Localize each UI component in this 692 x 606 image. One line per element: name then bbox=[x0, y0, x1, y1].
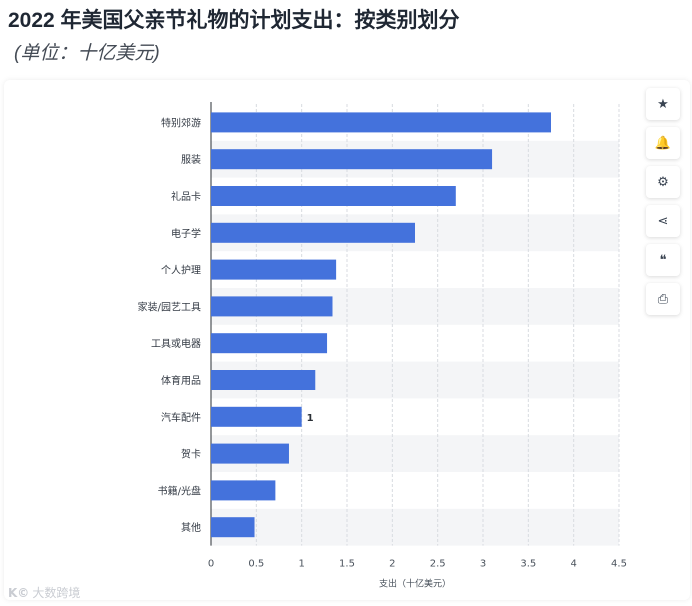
watermark-logo: K© bbox=[8, 586, 30, 600]
x-tick-label: 4.5 bbox=[611, 559, 627, 570]
data-label: 1 bbox=[307, 413, 314, 424]
bar bbox=[211, 333, 328, 354]
watermark: K© 大数跨境 bbox=[8, 584, 80, 601]
bar bbox=[211, 296, 333, 317]
bell-icon: 🔔 bbox=[654, 135, 672, 151]
page-title: 2022 年美国父亲节礼物的计划支出：按类别划分 bbox=[8, 9, 460, 32]
bar bbox=[211, 370, 316, 390]
category-label: 汽车配件 bbox=[161, 411, 201, 424]
bar bbox=[211, 517, 255, 538]
quote-button[interactable]: ❝ bbox=[646, 244, 680, 276]
bar bbox=[211, 149, 493, 170]
x-tick-label: 2 bbox=[389, 559, 395, 570]
category-label: 书籍/光盘 bbox=[158, 484, 201, 497]
x-tick-label: 4 bbox=[570, 559, 576, 570]
category-label: 贺卡 bbox=[181, 448, 201, 461]
share-button[interactable]: ⋖ bbox=[646, 205, 680, 237]
bar bbox=[211, 222, 415, 243]
row-stripe bbox=[211, 508, 619, 546]
star-button[interactable]: ★ bbox=[646, 88, 680, 120]
bar bbox=[211, 186, 456, 206]
share-icon: ⋖ bbox=[657, 213, 669, 229]
chart-toolbar: ★ 🔔 ⚙ ⋖ ❝ ⎙ bbox=[646, 88, 682, 322]
gear-button[interactable]: ⚙ bbox=[646, 166, 680, 198]
category-label: 电子学 bbox=[171, 227, 201, 240]
x-tick-label: 3 bbox=[480, 559, 486, 570]
category-label: 礼品卡 bbox=[171, 190, 201, 203]
category-label: 特别郊游 bbox=[161, 116, 201, 129]
category-label: 其他 bbox=[181, 521, 201, 534]
watermark-text: 大数跨境 bbox=[32, 586, 81, 600]
quote-icon: ❝ bbox=[659, 252, 667, 268]
star-icon: ★ bbox=[657, 96, 669, 112]
category-label: 体育用品 bbox=[161, 374, 201, 387]
x-tick-label: 3.5 bbox=[520, 559, 536, 570]
bar bbox=[211, 406, 302, 427]
x-tick-label: 2.5 bbox=[430, 559, 446, 570]
x-tick-label: 1.5 bbox=[339, 559, 355, 570]
bar bbox=[211, 112, 551, 133]
category-label: 个人护理 bbox=[161, 264, 201, 277]
print-button[interactable]: ⎙ bbox=[646, 283, 680, 315]
x-tick-label: 0.5 bbox=[248, 559, 264, 570]
bar bbox=[211, 480, 276, 501]
bar bbox=[211, 443, 289, 464]
x-tick-label: 1 bbox=[298, 559, 304, 570]
gear-icon: ⚙ bbox=[657, 174, 669, 190]
category-label: 工具或电器 bbox=[151, 337, 201, 350]
page-subtitle: (单位：十亿美元) bbox=[14, 43, 160, 64]
print-icon: ⎙ bbox=[657, 291, 669, 307]
category-label: 服装 bbox=[181, 153, 201, 166]
bell-button[interactable]: 🔔 bbox=[646, 127, 680, 159]
x-tick-label: 0 bbox=[208, 559, 214, 570]
category-label: 家装/园艺工具 bbox=[138, 300, 201, 313]
bar bbox=[211, 259, 337, 280]
x-axis-title: 支出（十亿美元） bbox=[379, 578, 451, 590]
